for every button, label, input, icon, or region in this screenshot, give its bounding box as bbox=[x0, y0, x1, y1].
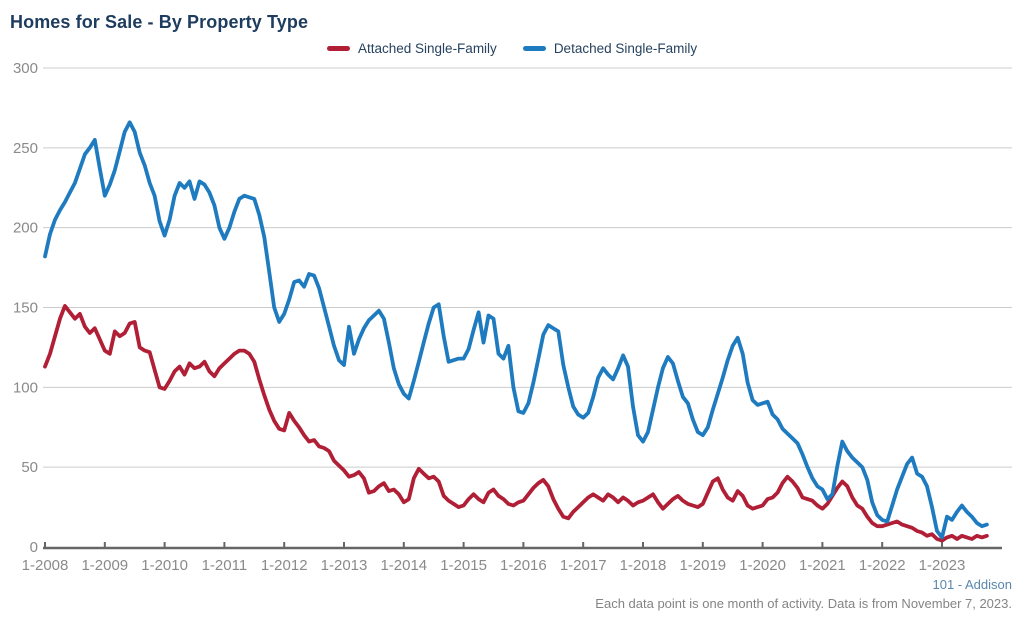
attribution-link[interactable]: 101 - Addison bbox=[932, 577, 1012, 592]
legend: Attached Single-Family Detached Single-F… bbox=[327, 41, 697, 56]
series-line-detached-single-family bbox=[43, 120, 989, 540]
x-tick-label-1-2019: 1-2019 bbox=[679, 557, 726, 574]
x-tick-label-1-2012: 1-2012 bbox=[261, 557, 308, 574]
x-tick-label-1-2021: 1-2021 bbox=[799, 557, 846, 574]
y-tick-label-50: 50 bbox=[21, 459, 38, 476]
footnote: Each data point is one month of activity… bbox=[595, 596, 1012, 611]
legend-item-detached[interactable]: Detached Single-Family bbox=[522, 41, 698, 56]
x-tick-label-1-2011: 1-2011 bbox=[202, 557, 248, 574]
x-tick-label-1-2014: 1-2014 bbox=[380, 557, 427, 574]
y-tick-label-150: 150 bbox=[13, 300, 38, 317]
x-tick-label-1-2020: 1-2020 bbox=[739, 557, 786, 574]
x-tick-label-1-2018: 1-2018 bbox=[620, 557, 667, 574]
y-tick-label-100: 100 bbox=[13, 379, 38, 396]
y-tick-label-0: 0 bbox=[30, 539, 38, 556]
x-tick-label-1-2008: 1-2008 bbox=[22, 557, 69, 574]
x-tick-label-1-2017: 1-2017 bbox=[560, 557, 607, 574]
x-tick-label-1-2023: 1-2023 bbox=[919, 557, 966, 574]
x-tick-label-1-2013: 1-2013 bbox=[321, 557, 368, 574]
x-tick-label-1-2022: 1-2022 bbox=[859, 557, 906, 574]
x-tick-label-1-2010: 1-2010 bbox=[141, 557, 188, 574]
y-tick-label-250: 250 bbox=[13, 140, 38, 157]
detached-series-swatch-icon bbox=[522, 46, 546, 51]
x-tick-label-1-2016: 1-2016 bbox=[500, 557, 547, 574]
legend-label-attached: Attached Single-Family bbox=[358, 41, 497, 56]
y-tick-label-200: 200 bbox=[13, 220, 38, 237]
x-tick-label-1-2009: 1-2009 bbox=[81, 557, 128, 574]
series-line-attached-single-family bbox=[43, 303, 989, 543]
legend-label-detached: Detached Single-Family bbox=[553, 41, 698, 56]
attached-series-swatch-icon bbox=[327, 46, 350, 51]
y-tick-label-300: 300 bbox=[13, 60, 38, 77]
legend-item-attached[interactable]: Attached Single-Family bbox=[327, 41, 497, 56]
x-tick-label-1-2015: 1-2015 bbox=[440, 557, 487, 574]
page-title: Homes for Sale - By Property Type bbox=[10, 12, 309, 32]
